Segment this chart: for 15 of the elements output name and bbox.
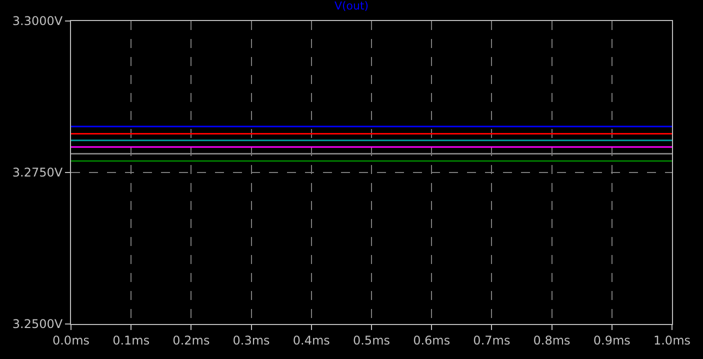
y-tick-label: 3.2500V [12, 317, 64, 332]
x-tick-label: 0.3ms [232, 333, 270, 348]
x-tick-label: 1.0ms [653, 333, 691, 348]
x-tick-label: 0.6ms [413, 333, 450, 348]
y-tick-label: 3.2750V [12, 166, 64, 180]
y-tick-label: 3.3000V [12, 14, 64, 28]
x-tick-label: 0.4ms [292, 333, 330, 348]
chart-title: V(out) [334, 0, 369, 12]
x-tick-label: 0.5ms [352, 333, 390, 348]
x-tick-label: 0.7ms [473, 333, 510, 348]
x-tick-label: 0.8ms [533, 333, 570, 348]
x-tick-label: 0.9ms [593, 333, 630, 348]
x-tick-label: 0.2ms [172, 333, 210, 348]
x-tick-label: 0.1ms [112, 333, 150, 348]
x-tick-label: 0.0ms [52, 333, 90, 348]
